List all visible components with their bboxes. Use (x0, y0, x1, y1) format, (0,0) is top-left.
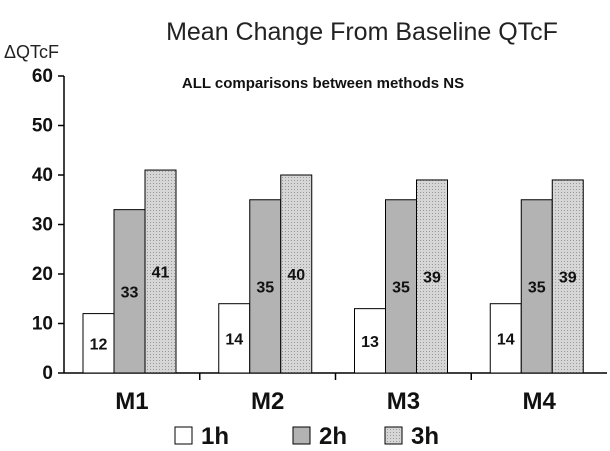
bar-2h-M2 (249, 199, 282, 374)
y-tick-label: 10 (32, 314, 53, 335)
y-tick-label: 0 (42, 363, 53, 384)
data-label: 14 (225, 331, 243, 348)
data-label: 12 (90, 336, 108, 353)
y-axis-label: ΔQTcF (4, 42, 59, 62)
data-label: 35 (528, 279, 546, 296)
data-label: 14 (497, 331, 515, 348)
y-tick-label: 40 (32, 165, 53, 186)
bar-3h-M2 (280, 174, 313, 374)
data-label: 41 (152, 265, 170, 282)
data-label: 35 (392, 279, 410, 296)
y-tick-label: 60 (32, 66, 53, 87)
data-label: 35 (256, 279, 274, 296)
bar-2h-M4 (520, 199, 553, 374)
y-tick-label: 30 (32, 215, 53, 236)
data-label: 39 (559, 269, 577, 286)
legend-swatch-3h (384, 426, 403, 445)
x-tick-label: M3 (387, 388, 420, 415)
x-tick-label: M1 (115, 388, 148, 415)
bar-1h-M3 (354, 308, 386, 374)
x-tick-label: M2 (251, 388, 284, 415)
data-label: 13 (361, 334, 379, 351)
legend: 1h 2h 3h (174, 423, 439, 450)
bar-3h-M4 (551, 179, 584, 374)
x-tick-label: M4 (522, 388, 556, 415)
chart-title: Mean Change From Baseline QTcF (166, 18, 558, 46)
bar-1h-M4 (489, 303, 522, 374)
bar-1h-M2 (218, 303, 251, 374)
plot-area: 0 10 20 30 40 50 60 12 33 41 M1 14 35 40 M2 13 35 39 M3 14 3… (32, 66, 607, 415)
y-tick-label: 20 (32, 264, 53, 285)
legend-label-2h: 2h (319, 423, 347, 450)
legend-swatch-1h (174, 426, 193, 445)
data-label: 33 (121, 284, 139, 301)
legend-label-1h: 1h (201, 423, 229, 450)
legend-swatch-2h (292, 426, 311, 445)
y-tick-label: 50 (32, 116, 53, 137)
bar-3h-M1 (144, 169, 177, 374)
legend-label-3h: 3h (411, 423, 439, 450)
bar-2h-M1 (113, 209, 146, 374)
bar-3h-M3 (416, 179, 448, 374)
data-label: 40 (287, 267, 305, 284)
chart-annotation: ALL comparisons between methods NS (182, 75, 464, 92)
data-label: 39 (423, 269, 441, 286)
